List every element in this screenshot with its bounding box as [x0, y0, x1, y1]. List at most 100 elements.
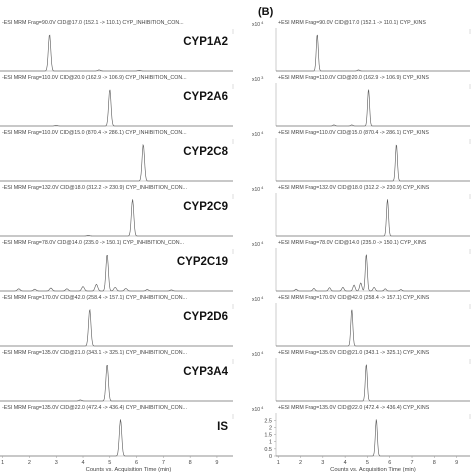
- x-tick-label: 9: [215, 460, 218, 466]
- y-multiplier: x10 4: [252, 240, 264, 248]
- chromatogram-trace: [276, 144, 470, 182]
- x-tick-label: 7: [410, 460, 413, 466]
- y-multiplier-exponent: 4: [260, 240, 264, 245]
- chromatogram-row: -ESI MRM Frag=170.0V CID@42.0 (258.4 -> …: [0, 295, 234, 347]
- trace-header: -ESI MRM Frag=170.0V CID@42.0 (258.4 -> …: [2, 295, 187, 301]
- x-tick-label: 1: [277, 460, 280, 466]
- x-tick-label: 8: [189, 460, 192, 466]
- x-tick-label: 6: [135, 460, 138, 466]
- x-axis-panel-b: 1 2 3 4 5 6 7 8 9 Counts vs. Acquisition Time (mi…: [277, 456, 458, 473]
- panel-b-label: (B): [258, 6, 274, 18]
- x-tick-label: 7: [162, 460, 165, 466]
- x-axis-panel-a: 1 2 3 4 5 6 7 8 9 Counts vs. Acquisition Time (mi…: [1, 456, 218, 473]
- chromatogram-trace: [276, 364, 470, 402]
- y-multiplier-exponent: 4: [260, 185, 264, 190]
- trace-header: -ESI MRM Frag=110.0V CID@20.0 (162.9 -> …: [2, 75, 187, 81]
- chromatogram-trace: [0, 34, 233, 72]
- enzyme-label: CYP2D6: [183, 311, 228, 323]
- y-tick-label: 1.5: [264, 433, 272, 439]
- chromatogram-trace: [0, 255, 233, 292]
- x-tick-label: 5: [366, 460, 369, 466]
- chromatogram-trace: [0, 89, 233, 127]
- chromatogram-row: -ESI MRM Frag=110.0V CID@20.0 (162.9 -> …: [0, 75, 234, 127]
- chromatogram-row: -ESI MRM Frag=135.0V CID@22.0 (472.4 -> …: [0, 405, 234, 457]
- y-multiplier: x10 4: [252, 130, 264, 138]
- trace-header: +ESI MRM Frag=135.0V CID@21.0 (343.1 -> …: [278, 350, 430, 356]
- y-multiplier: x10 4: [252, 405, 264, 413]
- trace-header: +ESI MRM Frag=110.0V CID@20.0 (162.9 -> …: [278, 75, 429, 81]
- chromatogram-trace: [0, 199, 233, 237]
- x-axis-title: Counts vs. Acquisition Time (min): [86, 467, 172, 473]
- chromatogram-trace: [276, 34, 470, 72]
- trace-header: -ESI MRM Frag=90.0V CID@17.0 (152.1 -> 1…: [2, 20, 184, 26]
- chromatogram-row: +ESI MRM Frag=135.0V CID@22.0 (472.4 -> …: [252, 405, 471, 457]
- y-tick-label: 0: [269, 454, 272, 460]
- chromatogram-trace: [276, 89, 470, 127]
- y-multiplier: x10 4: [252, 20, 264, 28]
- x-tick-label: 8: [433, 460, 436, 466]
- trace-header: +ESI MRM Frag=110.0V CID@15.0 (870.4 -> …: [278, 130, 429, 136]
- x-tick-label: 4: [81, 460, 84, 466]
- chromatogram-row: +ESI MRM Frag=135.0V CID@21.0 (343.1 -> …: [252, 350, 471, 402]
- y-multiplier: x10 4: [252, 185, 264, 193]
- y-multiplier: x10 4: [252, 295, 264, 303]
- x-tick-label: 9: [455, 460, 458, 466]
- chromatogram-trace: [0, 365, 233, 402]
- trace-header: -ESI MRM Frag=135.0V CID@21.0 (343.1 -> …: [2, 350, 187, 356]
- chromatogram-row: +ESI MRM Frag=110.0V CID@20.0 (162.9 -> …: [252, 75, 471, 127]
- y-tick-label: 0.5: [264, 447, 272, 453]
- y-multiplier-exponent: 4: [260, 405, 264, 410]
- x-tick-label: 3: [321, 460, 324, 466]
- trace-header: +ESI MRM Frag=170.0V CID@42.0 (258.4 -> …: [278, 295, 430, 301]
- chromatogram-row: +ESI MRM Frag=170.0V CID@42.0 (258.4 -> …: [252, 295, 471, 347]
- enzyme-label: CYP2C9: [183, 201, 228, 213]
- enzyme-label: CYP1A2: [183, 36, 228, 48]
- y-tick-label: 2: [269, 425, 272, 431]
- chromatogram-trace: [276, 419, 470, 457]
- y-tick-label: 2.5: [264, 418, 272, 424]
- enzyme-label: IS: [217, 421, 228, 433]
- x-tick-label: 1: [1, 460, 4, 466]
- enzyme-label: CYP2A6: [183, 91, 228, 103]
- enzyme-label: CYP2C19: [177, 256, 228, 268]
- panel-a: -ESI MRM Frag=90.0V CID@17.0 (152.1 -> 1…: [0, 20, 234, 457]
- enzyme-label: CYP3A4: [183, 366, 228, 378]
- trace-header: +ESI MRM Frag=132.0V CID@18.0 (312.2 -> …: [278, 185, 430, 191]
- x-tick-label: 6: [388, 460, 391, 466]
- chromatogram-row: -ESI MRM Frag=78.0V CID@14.0 (235.0 -> 1…: [0, 240, 234, 292]
- trace-header: -ESI MRM Frag=78.0V CID@14.0 (235.0 -> 1…: [2, 240, 184, 246]
- chromatogram-row: -ESI MRM Frag=132.0V CID@18.0 (312.2 -> …: [0, 185, 234, 237]
- chromatogram-row: -ESI MRM Frag=90.0V CID@17.0 (152.1 -> 1…: [0, 20, 234, 72]
- x-tick-label: 3: [55, 460, 58, 466]
- x-tick-label: 5: [108, 460, 111, 466]
- trace-header: +ESI MRM Frag=90.0V CID@17.0 (152.1 -> 1…: [278, 20, 426, 26]
- chromatogram-row: +ESI MRM Frag=78.0V CID@14.0 (235.0 -> 1…: [252, 240, 471, 292]
- x-tick-label: 2: [299, 460, 302, 466]
- chromatogram-trace: [0, 308, 233, 347]
- trace-header: -ESI MRM Frag=135.0V CID@22.0 (472.4 -> …: [2, 405, 187, 411]
- x-axis-title: Counts vs. Acquisition Time (min): [330, 467, 416, 473]
- chromatogram-row: +ESI MRM Frag=132.0V CID@18.0 (312.2 -> …: [252, 185, 471, 237]
- trace-header: +ESI MRM Frag=135.0V CID@22.0 (472.4 -> …: [278, 405, 430, 411]
- trace-header: -ESI MRM Frag=110.0V CID@15.0 (870.4 -> …: [2, 130, 187, 136]
- chromatogram-trace: [276, 309, 470, 347]
- y-multiplier-exponent: 3: [260, 75, 264, 80]
- enzyme-label: CYP2C8: [183, 146, 228, 158]
- panel-b: +ESI MRM Frag=90.0V CID@17.0 (152.1 -> 1…: [252, 20, 471, 460]
- chromatogram-row: -ESI MRM Frag=110.0V CID@15.0 (870.4 -> …: [0, 130, 234, 182]
- trace-header: -ESI MRM Frag=132.0V CID@18.0 (312.2 -> …: [2, 185, 187, 191]
- chromatogram-row: +ESI MRM Frag=110.0V CID@15.0 (870.4 -> …: [252, 130, 471, 182]
- chromatogram-row: -ESI MRM Frag=135.0V CID@21.0 (343.1 -> …: [0, 350, 234, 402]
- y-multiplier-exponent: 4: [260, 130, 264, 135]
- x-tick-label: 4: [344, 460, 347, 466]
- chromatogram-row: +ESI MRM Frag=90.0V CID@17.0 (152.1 -> 1…: [252, 20, 471, 72]
- y-tick-label: 1: [269, 440, 272, 446]
- y-multiplier: x10 4: [252, 350, 264, 358]
- chromatogram-trace: [276, 254, 470, 292]
- trace-header: +ESI MRM Frag=78.0V CID@14.0 (235.0 -> 1…: [278, 240, 427, 246]
- y-multiplier: x10 3: [252, 75, 264, 83]
- y-multiplier-exponent: 4: [260, 295, 264, 300]
- chromatogram-trace: [0, 419, 233, 457]
- x-tick-label: 2: [28, 460, 31, 466]
